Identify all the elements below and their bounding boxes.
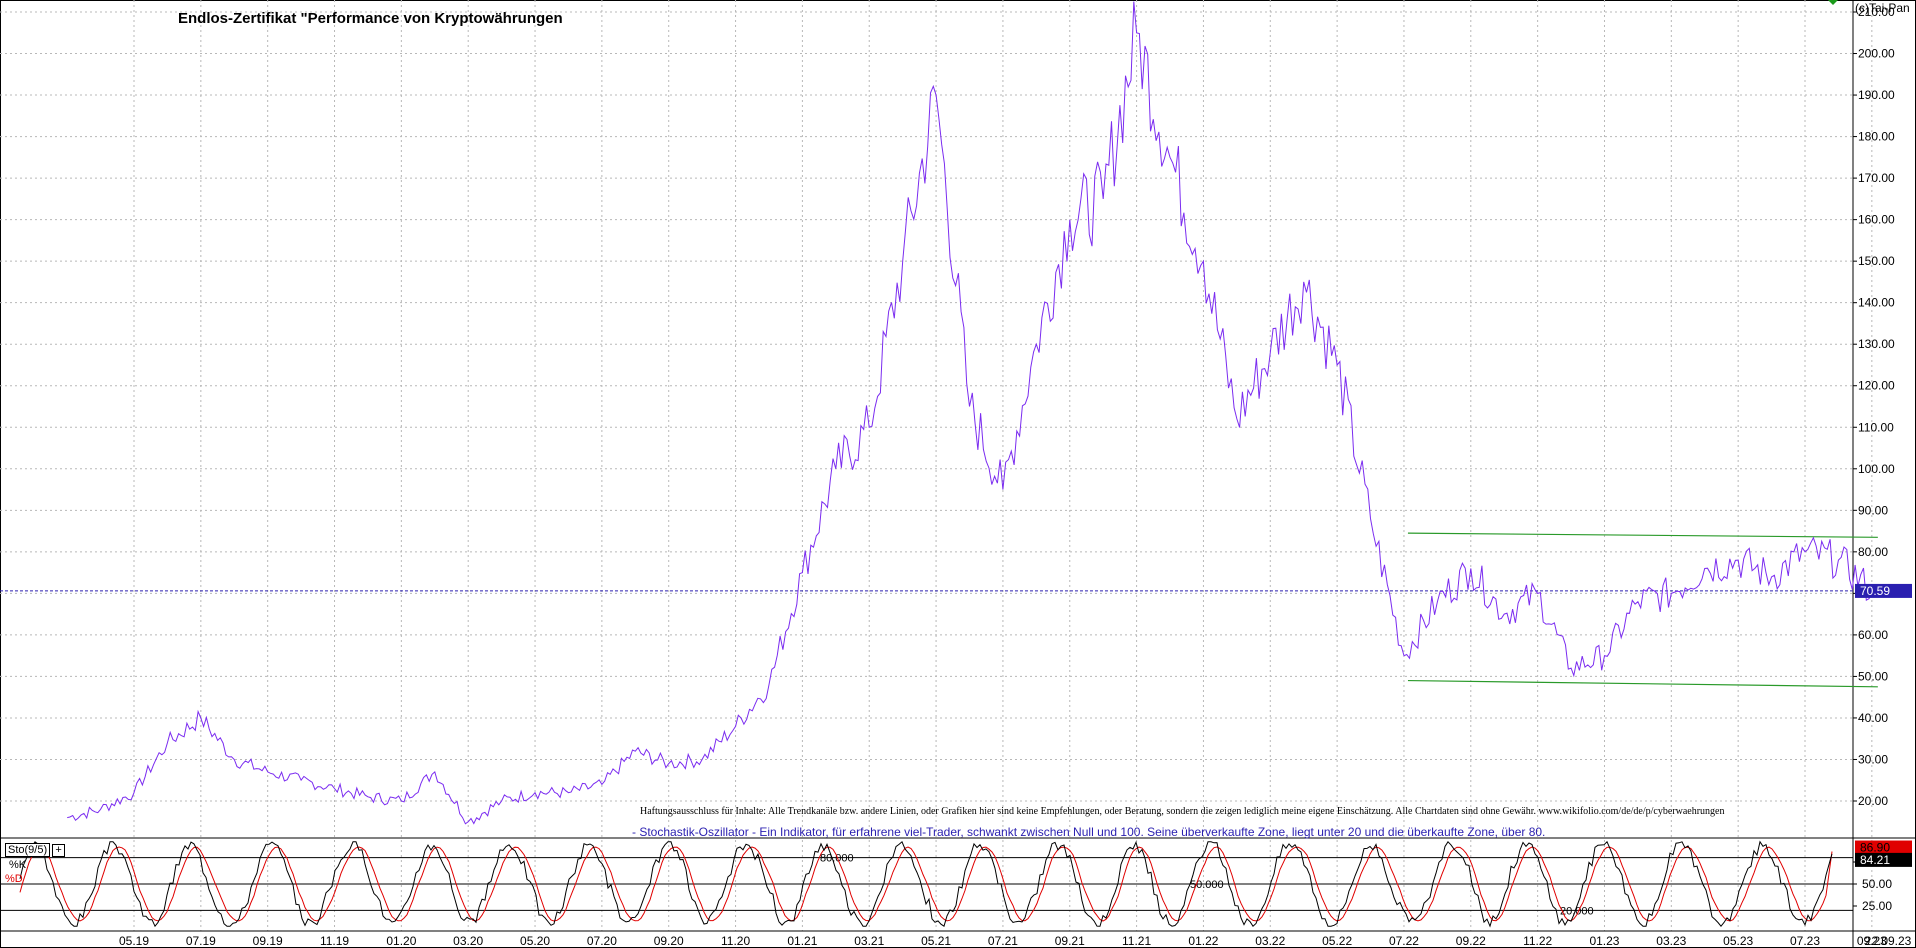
x-tick-label: 05.20 (520, 934, 550, 948)
stochastic-note: - Stochastik-Oszillator - Ein Indikator,… (632, 825, 1546, 839)
disclaimer-text: Haftungsausschluss für Inhalte: Alle Tre… (640, 806, 1725, 817)
price-series-line (67, 1, 1873, 825)
legend-d: %D (5, 873, 23, 885)
x-tick-label: 05.19 (119, 934, 149, 948)
x-tick-label: 11.20 (721, 934, 750, 948)
sto-level-label: 20.000 (1560, 905, 1594, 917)
y-tick-label: 60.00 (1858, 628, 1888, 642)
trend-line (1407, 532, 1878, 538)
last-date-label: 22.09.23 (1865, 934, 1912, 948)
stochastic-k-line (19, 840, 1833, 928)
indicator-label[interactable]: Sto(9/5) + (5, 843, 66, 857)
indicator-name[interactable]: Sto(9/5) (5, 843, 51, 857)
x-tick-label: 07.19 (186, 934, 216, 948)
x-tick-label: 03.23 (1656, 934, 1686, 948)
y-tick-label: 130.00 (1858, 337, 1895, 351)
y-tick-label: 160.00 (1858, 213, 1895, 227)
x-tick-label: 01.20 (386, 934, 416, 948)
last-price-badge-bg (1855, 583, 1912, 598)
x-tick-label: 05.22 (1322, 934, 1352, 948)
y-tick-label: 180.00 (1858, 130, 1895, 144)
x-tick-label: 03.22 (1255, 934, 1285, 948)
sto-level-label: 50.000 (1190, 879, 1224, 891)
x-tick-label: 07.20 (587, 934, 617, 948)
x-tick-label: 03.21 (854, 934, 884, 948)
stochastic-levels: 80.000 50.000 20.000 (0, 853, 1853, 917)
last-price-badge: 70.59 (1860, 584, 1890, 598)
y-tick-label: 20.00 (1858, 794, 1888, 808)
sto-y-tick-label: 25.00 (1862, 899, 1892, 913)
x-tick-label: 05.23 (1723, 934, 1753, 948)
main-grid (0, 0, 1873, 931)
y-tick-label: 110.00 (1858, 420, 1894, 434)
x-tick-label: 11.19 (320, 934, 349, 948)
x-tick-label: 09.23 (1857, 934, 1887, 948)
y-tick-label: 90.00 (1858, 503, 1888, 517)
x-tick-label: 01.23 (1589, 934, 1619, 948)
expand-icon[interactable]: + (52, 844, 66, 857)
y-tick-label: 120.00 (1858, 379, 1895, 393)
green-marker-icon (1828, 0, 1838, 5)
price-axis: 20.0030.0040.0050.0060.0070.0080.0090.00… (1853, 5, 1895, 808)
y-tick-label: 170.00 (1858, 171, 1895, 185)
x-tick-label: 09.20 (654, 934, 684, 948)
legend-k: %K (9, 859, 27, 871)
y-tick-label: 210.00 (1858, 5, 1895, 19)
x-tick-label: 03.20 (453, 934, 483, 948)
x-tick-label: 09.19 (253, 934, 283, 948)
y-tick-label: 30.00 (1858, 752, 1888, 766)
x-tick-label: 09.21 (1055, 934, 1085, 948)
trend-channel (1407, 532, 1878, 688)
x-tick-label: 05.21 (921, 934, 951, 948)
sto-k-badge: 84.21 (1860, 853, 1890, 867)
y-tick-label: 150.00 (1858, 254, 1895, 268)
x-tick-label: 01.21 (787, 934, 817, 948)
sto-d-badge: 86.90 (1860, 841, 1890, 855)
x-tick-label: 11.21 (1122, 934, 1151, 948)
x-tick-label: 11.22 (1523, 934, 1552, 948)
y-tick-label: 190.00 (1858, 88, 1895, 102)
stochastic-d-line (19, 846, 1833, 922)
y-tick-label: 40.00 (1858, 711, 1888, 725)
date-axis: 05.19 07.19 09.19 11.19 01.20 03.20 05.20 07.20… (119, 934, 1912, 948)
y-tick-label: 50.00 (1858, 669, 1888, 683)
y-tick-label: 100.00 (1858, 462, 1895, 476)
copyright-text: (c)Tai-Pan (1855, 1, 1910, 15)
x-tick-label: 07.21 (988, 934, 1018, 948)
sto-level-label: 80.000 (820, 853, 854, 865)
sto-d-badge-bg (1855, 840, 1912, 855)
y-tick-label: 200.00 (1858, 47, 1895, 61)
y-tick-label: 80.00 (1858, 545, 1888, 559)
x-tick-label: 07.22 (1389, 934, 1419, 948)
x-tick-label: 01.22 (1188, 934, 1218, 948)
x-tick-label: 09.22 (1456, 934, 1486, 948)
chart-title: Endlos-Zertifikat "Performance von Krypt… (178, 10, 563, 27)
trend-line (1407, 679, 1878, 688)
sto-k-badge-bg (1855, 852, 1912, 867)
y-tick-label: 140.00 (1858, 296, 1895, 310)
sto-y-tick-label: 50.00 (1862, 877, 1892, 891)
x-tick-label: 07.23 (1790, 934, 1820, 948)
